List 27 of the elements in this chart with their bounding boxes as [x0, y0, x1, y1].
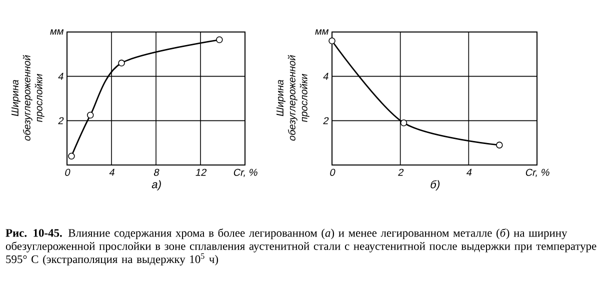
- point: [400, 119, 408, 126]
- y-axis-title: Ширина обезуглероженной прослойки: [276, 55, 310, 141]
- y-tick-label: 4: [58, 72, 64, 80]
- x-tick-label: 0: [65, 168, 70, 176]
- point: [118, 60, 125, 66]
- x-tick-label: Cr, %: [526, 168, 550, 178]
- x-tick-label: 12: [196, 168, 207, 176]
- x-tick-label: Cr, %: [234, 168, 258, 178]
- point: [328, 37, 336, 44]
- x-tick-label: 8: [154, 168, 160, 176]
- point: [216, 36, 223, 44]
- y-tick-label: 2: [58, 117, 64, 124]
- x-tick-label: 4: [466, 168, 472, 176]
- x-tick-label: 0: [330, 168, 336, 176]
- y-tick-label: 2: [323, 117, 329, 124]
- point: [86, 112, 94, 119]
- x-tick-label: 4: [109, 168, 114, 176]
- y-tick-label: 4: [323, 72, 328, 80]
- x-axis-title: а): [152, 180, 161, 190]
- y-tick-label: мм: [315, 29, 329, 35]
- point: [496, 142, 503, 148]
- point: [68, 152, 75, 160]
- y-tick-label: мм: [50, 29, 64, 35]
- x-tick-label: 2: [398, 168, 404, 176]
- x-axis-title: б): [430, 180, 440, 190]
- y-axis-title: Ширина обезуглероженной прослойки: [12, 55, 44, 141]
- text: Рис. 10-45. Влияние содержания хрома в более легированном (а) и менее легированном металле (б) на ширину обезуглероженной прослойки в зоне сплавления аустенитной стали с неаустенитной после выдержки при температуре 595° С (экстраполяция на выдержку 10$^{5}$ ч): [6, 228, 596, 266]
